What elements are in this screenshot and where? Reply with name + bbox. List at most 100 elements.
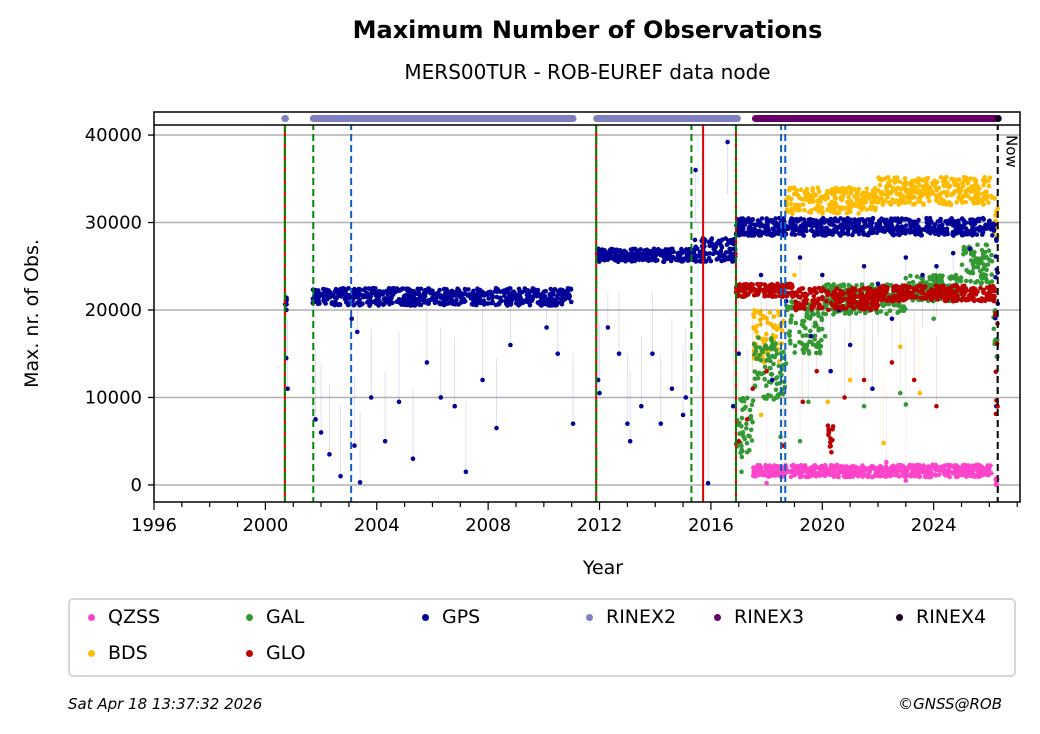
x-tick-label: 2000 <box>242 515 288 536</box>
data-point <box>876 175 881 180</box>
data-point <box>887 308 893 314</box>
data-point <box>833 188 839 194</box>
data-point <box>798 187 804 192</box>
data-point <box>793 227 798 233</box>
data-point <box>410 300 416 306</box>
data-point <box>463 469 469 475</box>
data-point <box>860 472 865 478</box>
data-point <box>333 295 339 300</box>
data-point <box>693 167 698 173</box>
data-point <box>857 217 862 222</box>
legend-marker <box>714 613 721 621</box>
data-point <box>539 303 544 308</box>
data-point <box>873 306 879 312</box>
data-point <box>995 404 1000 409</box>
data-point <box>949 464 955 469</box>
data-point <box>812 333 818 339</box>
data-point <box>418 302 424 308</box>
data-point <box>901 199 907 204</box>
data-point <box>809 468 815 474</box>
data-point <box>449 288 455 294</box>
data-point <box>778 350 784 356</box>
data-point <box>731 259 736 264</box>
data-point <box>926 227 932 233</box>
data-point <box>845 231 851 237</box>
data-point <box>897 179 902 184</box>
data-point <box>538 294 544 300</box>
data-point <box>822 333 828 339</box>
y-tick-label: 20000 <box>85 300 142 321</box>
data-point <box>918 283 924 289</box>
data-point <box>441 302 447 308</box>
data-point <box>881 303 886 309</box>
data-point <box>910 468 915 474</box>
data-point <box>819 272 825 278</box>
data-point <box>937 465 943 470</box>
data-point <box>524 292 530 298</box>
data-point <box>925 465 931 470</box>
data-point <box>597 390 602 396</box>
data-point <box>912 287 917 293</box>
data-point <box>804 312 810 317</box>
data-point <box>807 339 812 345</box>
data-point <box>945 462 951 468</box>
data-point <box>517 301 522 307</box>
data-point <box>806 399 811 405</box>
data-point <box>812 320 818 326</box>
data-point <box>415 286 421 292</box>
event-lines <box>283 112 787 502</box>
data-point <box>835 204 840 209</box>
data-point <box>764 480 769 486</box>
data-point <box>803 474 809 480</box>
data-point <box>989 252 994 258</box>
data-point <box>840 304 846 309</box>
data-point <box>737 220 743 226</box>
data-point <box>858 292 864 297</box>
data-point <box>813 193 819 198</box>
data-point <box>938 175 944 180</box>
data-point <box>635 250 641 255</box>
data-point <box>960 284 965 289</box>
data-point <box>801 303 807 309</box>
data-point <box>822 194 828 199</box>
legend-item-rinex3: RINEX3 <box>714 606 804 628</box>
data-point <box>945 286 951 292</box>
data-point <box>697 249 703 255</box>
data-point <box>758 287 764 293</box>
data-point <box>950 191 956 197</box>
data-point <box>948 276 953 282</box>
x-tick-label: 2016 <box>688 515 734 536</box>
data-point <box>466 287 471 292</box>
data-point <box>971 252 976 258</box>
data-point <box>797 305 803 311</box>
data-point <box>773 216 778 221</box>
data-point <box>850 470 855 476</box>
data-point <box>516 286 522 292</box>
data-point <box>964 189 969 194</box>
data-point <box>943 227 948 232</box>
data-point <box>738 216 744 221</box>
data-point <box>736 438 742 444</box>
data-point <box>981 290 986 296</box>
data-point <box>556 288 562 293</box>
data-point <box>808 328 813 334</box>
data-point <box>889 471 895 476</box>
data-point <box>787 338 793 343</box>
data-point <box>823 311 829 317</box>
data-point <box>638 403 644 409</box>
data-point <box>922 284 928 290</box>
data-point <box>924 179 929 185</box>
data-point <box>945 231 950 237</box>
data-point <box>795 301 800 307</box>
data-point <box>643 251 648 257</box>
data-point <box>874 221 879 227</box>
data-point <box>723 236 728 241</box>
data-point <box>844 210 850 216</box>
data-point <box>774 471 780 476</box>
data-point <box>961 467 967 473</box>
data-point <box>477 287 483 293</box>
data-point <box>928 282 933 288</box>
data-point <box>751 233 757 238</box>
data-point <box>983 255 989 260</box>
data-point <box>452 403 458 409</box>
